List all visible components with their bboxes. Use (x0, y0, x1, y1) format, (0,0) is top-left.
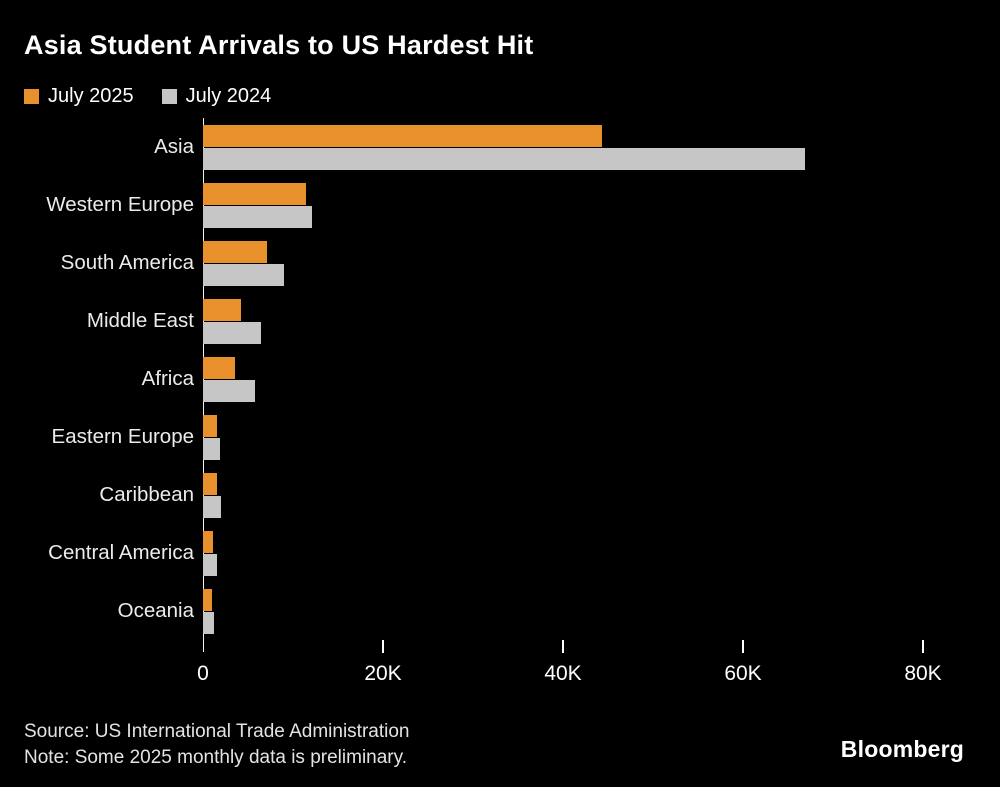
bar-july-2025 (203, 182, 306, 205)
chart-row: South America (24, 234, 976, 292)
axis-tick-mark (742, 640, 744, 653)
bar-group (203, 124, 923, 170)
bar-group (203, 472, 923, 518)
bar-group (203, 182, 923, 228)
axis-tick-mark (922, 640, 924, 653)
chart-row: Middle East (24, 292, 976, 350)
bar-group (203, 240, 923, 286)
legend-label: July 2024 (185, 84, 272, 107)
bar-chart: Asia Western Europe South America Middle Ea… (24, 118, 976, 700)
legend: July 2025 July 2024 (24, 84, 976, 108)
bar-july-2025 (203, 240, 267, 263)
bar-group (203, 530, 923, 576)
chart-row: Western Europe (24, 176, 976, 234)
bar-july-2025 (203, 530, 213, 553)
legend-swatch (24, 88, 39, 104)
chart-row: Africa (24, 350, 976, 408)
bar-group (203, 298, 923, 344)
bar-july-2024 (203, 379, 256, 402)
bar-july-2025 (203, 298, 241, 321)
axis-tick-label: 20K (364, 662, 402, 685)
category-label: Oceania (117, 599, 194, 622)
source-text: Source: US International Trade Administr… (24, 721, 410, 742)
axis-tick-mark (562, 640, 564, 653)
chart-row: Central America (24, 524, 976, 582)
chart-row: Oceania (24, 582, 976, 640)
chart-title: Asia Student Arrivals to US Hardest Hit (24, 30, 534, 60)
legend-item: July 2025 (24, 85, 134, 108)
category-label: Eastern Europe (51, 425, 194, 448)
legend-label: July 2025 (48, 84, 134, 107)
bar-july-2024 (203, 205, 312, 228)
chart-row: Asia (24, 118, 976, 176)
category-label: Caribbean (99, 483, 194, 506)
note-text: Note: Some 2025 monthly data is prelimin… (24, 747, 407, 768)
chart-row: Eastern Europe (24, 408, 976, 466)
bar-july-2024 (203, 611, 214, 634)
axis-tick-mark (382, 640, 384, 653)
chart-rows: Asia Western Europe South America Middle Ea… (24, 118, 976, 640)
bar-july-2024 (203, 147, 806, 170)
category-label: Africa (141, 367, 194, 390)
legend-item: July 2024 (161, 84, 272, 108)
category-label: Middle East (86, 309, 194, 332)
axis-tick-label: 40K (544, 662, 582, 685)
bar-july-2024 (203, 321, 261, 344)
chart-row: Caribbean (24, 466, 976, 524)
axis-tick-label: 80K (904, 662, 942, 685)
bar-group (203, 356, 923, 402)
category-label: South America (60, 251, 194, 274)
bloomberg-logo: Bloomberg (840, 736, 964, 762)
bar-july-2025 (203, 414, 218, 437)
bar-july-2024 (203, 263, 284, 286)
category-label: Central America (48, 541, 194, 564)
bar-july-2025 (203, 472, 217, 495)
axis-tick-label: 60K (724, 662, 762, 685)
bar-july-2024 (203, 553, 218, 576)
bar-july-2024 (203, 437, 221, 460)
legend-swatch (161, 88, 177, 104)
category-label: Asia (154, 135, 194, 158)
axis-tick-label: 0 (197, 662, 209, 685)
bar-july-2025 (203, 124, 602, 147)
x-axis: 0 20K 40K 60K 80K (197, 640, 942, 700)
footer: Source: US International Trade Administr… (24, 719, 976, 771)
bar-july-2024 (203, 495, 221, 518)
category-label: Western Europe (46, 193, 194, 216)
bar-july-2025 (203, 588, 212, 611)
bar-group (203, 588, 923, 634)
bar-group (203, 414, 923, 460)
bar-july-2025 (203, 356, 236, 379)
